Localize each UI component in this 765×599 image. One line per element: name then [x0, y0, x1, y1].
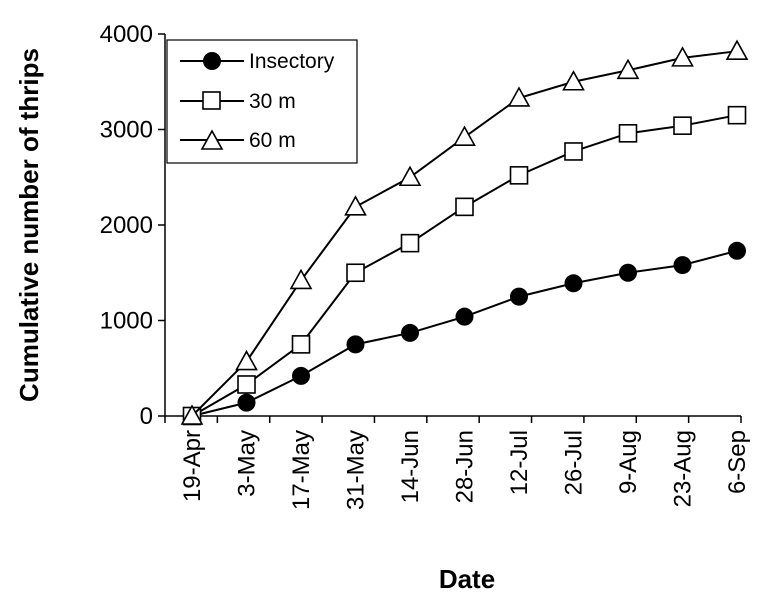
y-axis-title: Cumulative number of thrips: [14, 48, 44, 402]
data-point: [564, 142, 583, 161]
data-point: [289, 268, 313, 290]
data-point: [344, 195, 367, 216]
data-point: [346, 335, 365, 354]
y-tick-label: 0: [140, 403, 153, 430]
data-point: [564, 274, 583, 293]
data-point: [673, 256, 692, 275]
data-point: [616, 58, 640, 80]
data-point: [235, 349, 258, 371]
data-point: [237, 393, 256, 412]
x-tick-label: 19-Apr: [179, 430, 206, 502]
x-axis-title: Date: [439, 564, 495, 594]
data-point: [562, 70, 585, 91]
data-point: [455, 307, 474, 326]
x-tick-label: 17-May: [288, 430, 315, 510]
data-point: [237, 375, 256, 394]
y-axis-ticks: 0 1000 2000 3000 4000: [100, 21, 165, 430]
data-point: [400, 233, 420, 253]
data-point: [673, 116, 692, 135]
data-point: [510, 287, 528, 306]
y-tick-label: 2000: [100, 212, 153, 239]
data-point: [398, 165, 422, 187]
data-point: [619, 263, 637, 282]
data-point: [671, 46, 694, 67]
legend: Insectory 30 m 60 m: [166, 39, 358, 164]
data-point: [725, 39, 749, 60]
y-tick-label: 1000: [100, 308, 153, 335]
data-point: [180, 404, 204, 425]
legend-marker-30m: [202, 91, 221, 110]
x-tick-label: 23-Aug: [670, 430, 697, 507]
data-point: [453, 125, 476, 146]
legend-marker-60m: [200, 129, 224, 150]
data-point: [291, 335, 311, 354]
legend-marker-insectory: [203, 52, 221, 70]
legend-label-30m: 30 m: [249, 90, 296, 113]
x-tick-label: 26-Jul: [561, 430, 588, 495]
data-point: [346, 263, 365, 283]
x-tick-label: 31-May: [343, 430, 370, 510]
series-line: [191, 249, 738, 417]
data-point: [507, 86, 531, 107]
data-point: [728, 241, 746, 260]
legend-label-60m: 60 m: [249, 129, 296, 152]
series-insectory: [183, 241, 746, 425]
x-tick-label: 12-Jul: [506, 430, 533, 495]
data-point: [401, 323, 419, 342]
x-tick-label: 9-Aug: [615, 430, 642, 494]
data-point: [509, 166, 529, 185]
data-point: [455, 197, 474, 217]
data-point: [292, 366, 310, 385]
x-tick-label: 28-Jun: [452, 430, 479, 503]
x-tick-label: 14-Jun: [397, 430, 424, 503]
series-layer: [180, 39, 749, 426]
x-tick-label: 3-May: [234, 430, 261, 497]
series-60-m: [180, 39, 749, 425]
data-point: [727, 105, 747, 125]
y-tick-label: 4000: [100, 21, 153, 48]
legend-label-insectory: Insectory: [249, 50, 335, 73]
x-axis-ticks: 19-Apr 3-May 17-May 31-May 14-Jun 28-Jun 12-Ju…: [164, 416, 751, 510]
y-tick-label: 3000: [100, 117, 153, 144]
x-tick-label: 6-Sep: [724, 430, 751, 494]
data-point: [618, 124, 638, 143]
